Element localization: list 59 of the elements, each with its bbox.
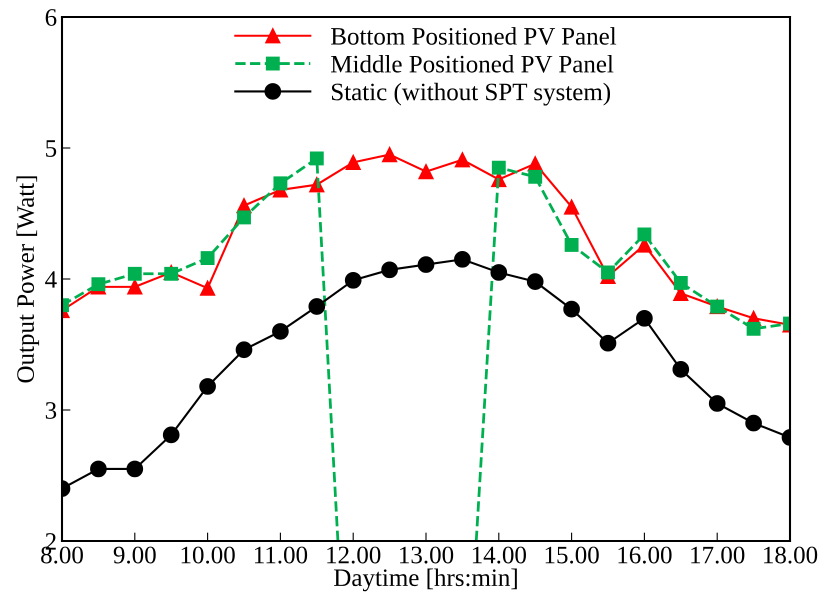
point	[90, 460, 107, 478]
point	[164, 266, 178, 281]
x-tick-label: 15.00	[546, 546, 599, 564]
point	[127, 279, 142, 294]
point	[381, 261, 398, 278]
x-tick-label: 18.00	[764, 546, 818, 564]
point	[126, 460, 144, 478]
point	[600, 334, 616, 352]
point	[273, 176, 288, 190]
legend-label: Static (without SPT system)	[332, 82, 610, 106]
x-tick-label: 10.00	[182, 546, 235, 564]
point	[128, 266, 142, 281]
y-tick-label: 4	[45, 271, 57, 288]
y-tick-label: 5	[46, 140, 56, 157]
point	[674, 276, 688, 290]
y-axis-title: Output Power [Watt]	[16, 176, 40, 382]
point	[418, 164, 434, 180]
point	[199, 378, 216, 395]
legend-label: Middle Positioned PV Panel	[331, 54, 614, 73]
point	[526, 273, 544, 290]
point	[745, 414, 762, 432]
x-tick-label: 17.00	[691, 546, 744, 564]
y-tick-label: 6	[46, 9, 56, 26]
point	[672, 361, 690, 378]
point	[346, 154, 361, 170]
point	[708, 395, 726, 412]
point	[490, 264, 508, 281]
x-axis-title: Daytime [hrs:min]	[334, 568, 517, 592]
point	[563, 300, 580, 318]
point	[636, 310, 653, 327]
point	[528, 170, 542, 184]
point	[746, 322, 761, 336]
x-tick-label: 11.00	[254, 546, 308, 564]
point	[382, 146, 398, 162]
point	[200, 251, 215, 265]
point	[272, 323, 289, 340]
x-tick-label: 12.00	[327, 546, 380, 564]
point	[237, 210, 251, 224]
point	[454, 152, 470, 168]
y-tick-label: 3	[46, 402, 56, 419]
x-tick-label: 14.00	[472, 546, 526, 564]
legend-label: Bottom Positioned PV Panel	[331, 27, 616, 45]
point	[308, 298, 326, 315]
point	[162, 426, 180, 444]
x-tick-label: 16.00	[618, 546, 672, 564]
point	[310, 152, 324, 166]
point	[91, 277, 106, 292]
point	[454, 251, 471, 268]
point	[564, 199, 580, 215]
point	[418, 256, 434, 273]
point	[637, 228, 652, 242]
point	[492, 160, 506, 175]
point	[564, 238, 579, 252]
point	[344, 272, 362, 289]
x-tick-label: 9.00	[114, 546, 156, 564]
point	[236, 341, 252, 358]
point	[601, 266, 615, 280]
x-tick-label: 13.00	[400, 546, 454, 564]
point	[200, 280, 216, 296]
